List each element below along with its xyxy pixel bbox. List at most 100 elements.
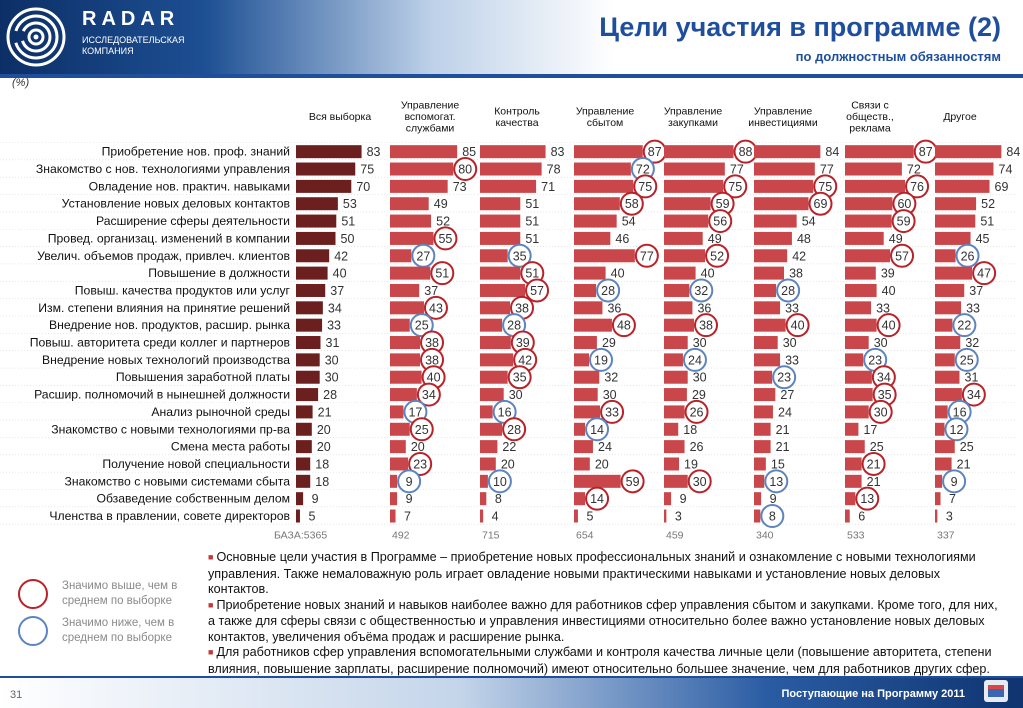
bar xyxy=(390,405,404,419)
bar xyxy=(664,249,706,263)
bar xyxy=(296,422,312,436)
value-label: 87 xyxy=(648,145,662,159)
value-label: 87 xyxy=(919,145,933,159)
notes: ■ Основные цели участия в Программе – при… xyxy=(208,550,998,677)
bar xyxy=(390,249,412,263)
bar xyxy=(754,197,809,211)
value-label: 34 xyxy=(328,301,342,315)
above-average-marker xyxy=(619,191,644,216)
value-label: 3 xyxy=(675,510,682,524)
value-label: 40 xyxy=(791,319,805,333)
note-2: ■ Приобретение новых знаний и навыков наи… xyxy=(208,598,998,646)
bar xyxy=(845,301,872,315)
bar xyxy=(390,353,421,367)
below-average-marker xyxy=(487,469,512,494)
category-label: Обзаведение собственным делом xyxy=(96,492,290,506)
value-label: 13 xyxy=(860,492,874,506)
value-label: 75 xyxy=(818,180,832,194)
value-label: 59 xyxy=(897,215,911,229)
bar xyxy=(390,388,417,402)
bar xyxy=(574,197,620,211)
bullet-icon: ■ xyxy=(208,552,214,562)
column-header: Связи с обществ., реклама xyxy=(846,100,894,135)
bar xyxy=(480,336,511,350)
bar xyxy=(480,214,521,228)
above-average-marker xyxy=(705,243,730,268)
bar xyxy=(935,301,962,315)
value-label: 57 xyxy=(530,284,544,298)
category-label: Изм. степени влияния на принятие решений xyxy=(38,301,290,315)
value-label: 78 xyxy=(547,163,561,177)
below-average-marker xyxy=(764,469,789,494)
base-value: 337 xyxy=(937,530,955,542)
value-label: 37 xyxy=(330,284,344,298)
bar xyxy=(935,249,956,263)
bar xyxy=(574,214,617,228)
bar xyxy=(296,249,330,263)
bar xyxy=(574,318,612,332)
value-label: 51 xyxy=(980,215,994,229)
base-value: 492 xyxy=(392,530,410,542)
bar xyxy=(664,231,703,245)
bar xyxy=(574,179,634,193)
value-label: 39 xyxy=(881,267,895,281)
value-label: 7 xyxy=(404,510,411,524)
bar xyxy=(754,179,814,193)
above-average-marker xyxy=(808,191,833,216)
below-average-marker xyxy=(409,313,434,338)
value-label: 76 xyxy=(910,180,924,194)
bar xyxy=(935,231,971,245)
bar xyxy=(390,440,406,454)
bar xyxy=(845,266,876,280)
bar xyxy=(664,509,667,523)
bar xyxy=(574,509,578,523)
value-label: 9 xyxy=(680,492,687,506)
value-label: 27 xyxy=(416,249,430,263)
bar xyxy=(296,336,321,350)
bar xyxy=(296,214,337,228)
value-label: 9 xyxy=(312,492,319,506)
bar xyxy=(935,422,945,436)
category-label: Внедрение нов. продуктов, расшир. рынка xyxy=(49,318,290,332)
value-label: 29 xyxy=(602,336,616,350)
value-label: 48 xyxy=(617,319,631,333)
value-label: 20 xyxy=(317,423,331,437)
above-average-marker xyxy=(453,157,478,182)
value-label: 4 xyxy=(492,510,499,524)
value-label: 71 xyxy=(541,180,555,194)
above-average-marker xyxy=(687,469,712,494)
value-label: 47 xyxy=(977,267,991,281)
bar xyxy=(574,301,603,315)
value-label: 30 xyxy=(603,388,617,402)
bar xyxy=(296,492,304,506)
value-label: 30 xyxy=(693,371,707,385)
above-average-marker xyxy=(409,417,434,442)
value-label: 38 xyxy=(789,267,803,281)
base-value: 459 xyxy=(666,530,684,542)
value-label: 26 xyxy=(961,249,975,263)
bar xyxy=(480,492,487,506)
below-average-marker xyxy=(952,313,977,338)
value-label: 38 xyxy=(425,353,439,367)
above-average-marker xyxy=(708,209,733,234)
logo-subtitle: ИССЛЕДОВАТЕЛЬСКАЯ КОМПАНИЯ xyxy=(82,35,185,56)
bar xyxy=(935,214,976,228)
value-label: 58 xyxy=(625,197,639,211)
category-label: Повыш. качества продуктов или услуг xyxy=(75,283,291,297)
value-label: 16 xyxy=(498,405,512,419)
value-label: 28 xyxy=(601,284,615,298)
bar xyxy=(845,353,864,367)
bar xyxy=(390,336,421,350)
value-label: 21 xyxy=(318,405,332,419)
value-label: 51 xyxy=(525,215,539,229)
column-header: Управление закупками xyxy=(664,105,723,129)
bar xyxy=(480,162,542,176)
bar xyxy=(296,283,326,297)
bar xyxy=(754,336,778,350)
bar xyxy=(296,457,311,471)
above-average-marker xyxy=(502,417,527,442)
bar xyxy=(574,474,621,488)
bar xyxy=(574,336,597,350)
value-label: 22 xyxy=(502,440,516,454)
bar xyxy=(664,145,734,159)
